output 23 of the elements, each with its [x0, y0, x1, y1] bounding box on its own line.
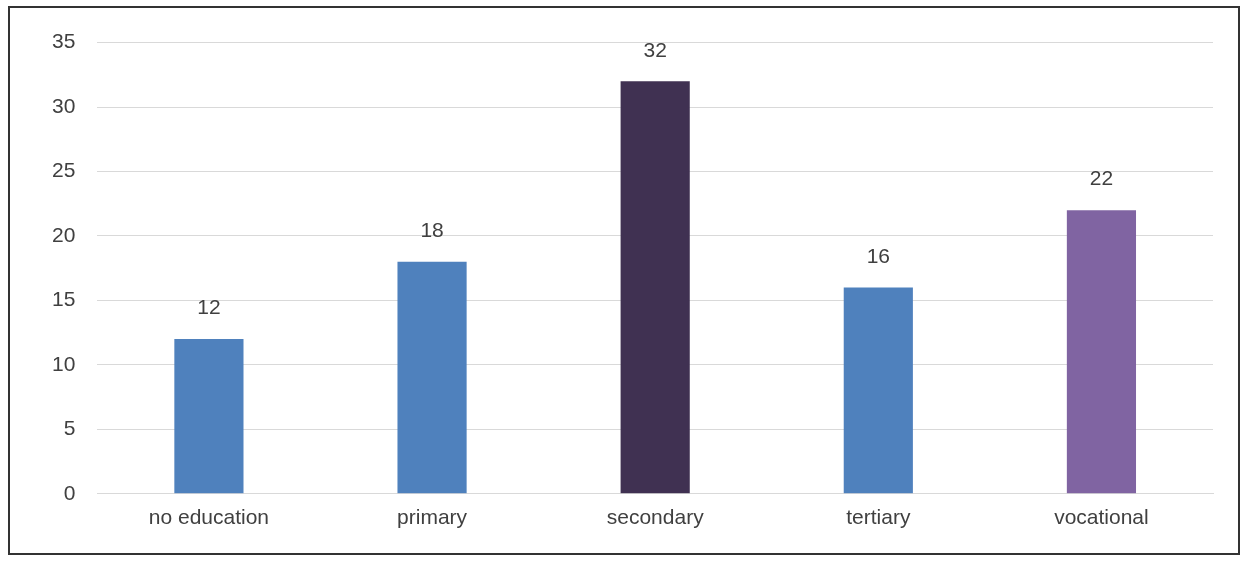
y-tick-label: 10	[52, 351, 76, 375]
x-tick-label: primary	[397, 505, 468, 529]
x-tick-label: vocational	[1054, 505, 1149, 529]
data-label: 18	[420, 218, 444, 242]
bar	[174, 339, 244, 494]
bar	[843, 287, 913, 494]
bar	[620, 81, 690, 494]
y-tick-label: 30	[52, 93, 76, 117]
data-label: 12	[197, 295, 221, 319]
y-tick-label: 35	[52, 29, 76, 53]
x-tick-label: no education	[148, 505, 270, 529]
y-tick-label: 20	[52, 222, 76, 246]
bar	[397, 261, 467, 494]
y-tick-label: 0	[63, 480, 76, 504]
bar	[1066, 210, 1137, 494]
data-label: 16	[866, 243, 890, 267]
data-label: 32	[643, 37, 667, 61]
y-tick-label: 15	[52, 287, 76, 311]
y-tick-label: 5	[63, 416, 76, 440]
y-tick-label: 25	[52, 158, 76, 182]
x-tick-label: secondary	[606, 505, 705, 529]
data-label: 22	[1089, 166, 1114, 190]
x-tick-label: tertiary	[846, 505, 911, 529]
